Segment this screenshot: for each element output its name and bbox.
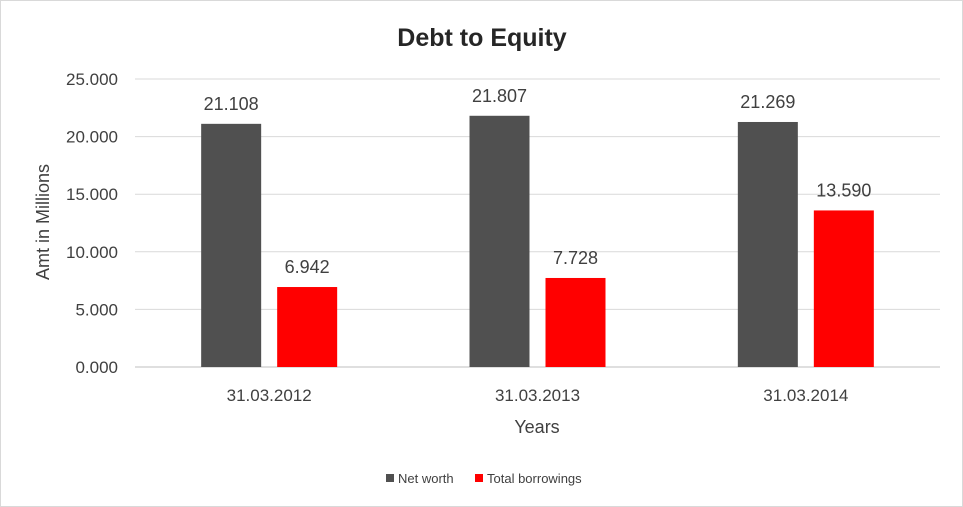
y-tick-label: 20.000 [66,128,118,147]
y-tick-label: 5.000 [75,300,118,319]
x-axis-title: Years [514,417,559,437]
x-tick-label: 31.03.2012 [227,386,312,405]
y-axis-ticks: 0.000 5.000 10.000 15.000 20.000 25.000 [66,70,118,377]
legend-swatch [475,474,483,482]
data-label: 21.269 [740,92,795,112]
data-label: 21.108 [204,94,259,114]
data-label: 7.728 [553,248,598,268]
x-tick-label: 31.03.2014 [763,386,848,405]
data-label: 13.590 [816,180,871,200]
y-tick-label: 25.000 [66,70,118,89]
bar-total-borrowings [277,287,338,367]
y-axis-title: Amt in Millions [33,164,53,280]
legend-swatch [386,474,394,482]
bar-total-borrowings [545,277,606,367]
legend-label: Total borrowings [487,471,582,486]
bars [201,115,874,368]
bar-net-worth [201,123,262,367]
bar-total-borrowings [813,210,874,367]
x-axis-ticks: 31.03.2012 31.03.2013 31.03.2014 [227,386,849,405]
y-tick-label: 15.000 [66,185,118,204]
data-label: 21.807 [472,86,527,106]
legend: Net worth Total borrowings [386,471,582,486]
gridlines [135,78,940,368]
legend-label: Net worth [398,471,454,486]
y-tick-label: 10.000 [66,243,118,262]
y-tick-label: 0.000 [75,358,118,377]
x-tick-label: 31.03.2013 [495,386,580,405]
chart-title: Debt to Equity [397,24,567,52]
bar-net-worth [737,121,798,368]
bar-net-worth [469,115,530,368]
data-label: 6.942 [285,257,330,277]
data-labels: 21.108 6.942 21.807 7.728 21.269 13.590 [204,86,872,277]
